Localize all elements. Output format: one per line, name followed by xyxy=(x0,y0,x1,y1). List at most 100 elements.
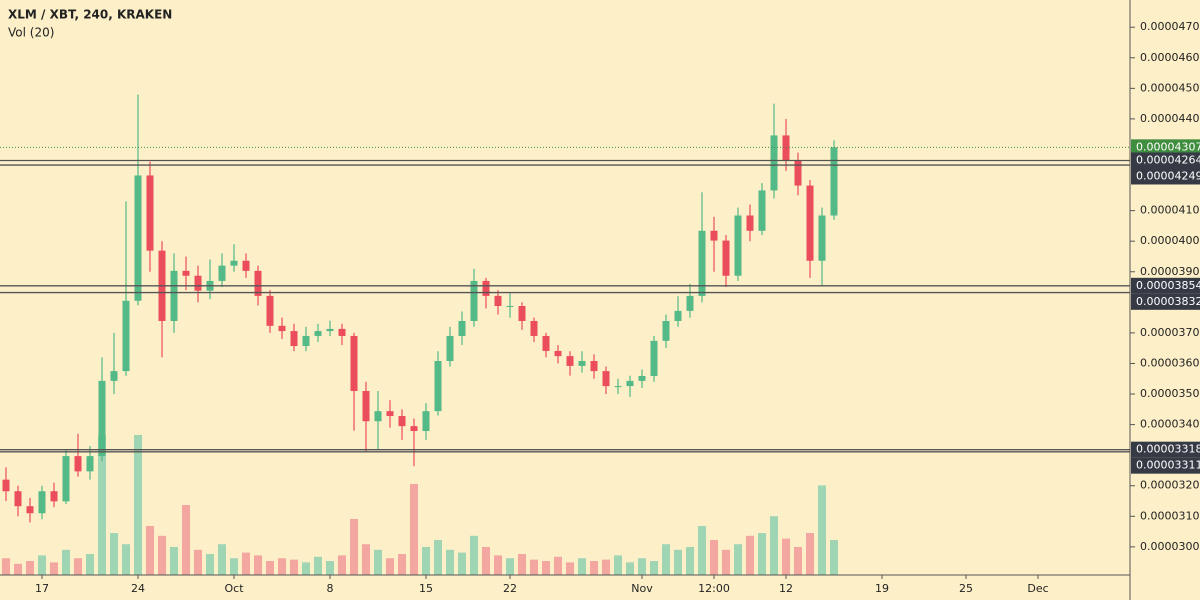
volume-bar xyxy=(254,555,262,575)
candle-body xyxy=(386,411,394,417)
x-tick-label: 24 xyxy=(131,582,145,595)
candle-body xyxy=(74,456,82,472)
volume-bar xyxy=(722,549,730,575)
y-tick-label: 0.00003200 xyxy=(1140,479,1200,492)
volume-bar xyxy=(638,558,646,575)
y-tick-label: 0.00004400 xyxy=(1140,112,1200,125)
volume-bar xyxy=(506,558,514,575)
candle-body xyxy=(398,416,406,427)
x-tick-label: 17 xyxy=(35,582,49,595)
volume-bar xyxy=(542,561,550,575)
volume-bar xyxy=(746,535,754,575)
level-box xyxy=(1131,457,1200,474)
y-tick-label: 0.00003000 xyxy=(1140,540,1200,553)
candle-body xyxy=(674,310,682,321)
volume-bar xyxy=(458,552,466,575)
volume-bar xyxy=(182,505,190,575)
volume-bar xyxy=(398,554,406,575)
candle-body xyxy=(518,305,526,321)
x-tick-label: 19 xyxy=(875,582,889,595)
volume-bar xyxy=(446,549,454,575)
candle-body xyxy=(722,240,730,276)
y-tick-label: 0.00003700 xyxy=(1140,326,1200,339)
volume-bar xyxy=(518,554,526,575)
volume-bar xyxy=(266,561,274,575)
volume-bar xyxy=(230,558,238,575)
volume-bar xyxy=(206,554,214,575)
candle-body xyxy=(734,215,742,276)
level-label: 0.00003318 xyxy=(1136,443,1200,456)
candle-body xyxy=(374,411,382,422)
volume-bar xyxy=(782,538,790,575)
candle-body xyxy=(194,275,202,291)
indicator-label: Vol (20) xyxy=(8,26,54,40)
level-box xyxy=(1131,168,1200,185)
volume-bar xyxy=(110,533,118,575)
x-tick-label: 12 xyxy=(779,582,793,595)
candle-body xyxy=(770,135,778,191)
volume-bar xyxy=(2,558,10,575)
candle-body xyxy=(326,328,334,332)
x-tick-label: 12:00 xyxy=(698,582,730,595)
candle-body xyxy=(758,190,766,231)
volume-bar xyxy=(338,555,346,575)
candle-body xyxy=(830,147,838,216)
candle-body xyxy=(290,331,298,347)
candle-body xyxy=(458,320,466,336)
candle-body xyxy=(218,265,226,281)
volume-bar xyxy=(614,555,622,575)
level-label: 0.00004249 xyxy=(1136,169,1200,182)
candle-body xyxy=(638,375,646,381)
x-tick-label: 22 xyxy=(503,582,517,595)
volume-bar xyxy=(830,540,838,575)
candle-body xyxy=(278,325,286,332)
volume-bar xyxy=(422,547,430,575)
volume-bar xyxy=(602,559,610,575)
candle-body xyxy=(122,300,130,372)
volume-bar xyxy=(794,547,802,575)
y-tick-label: 0.00003500 xyxy=(1140,387,1200,400)
candle-body xyxy=(446,335,454,362)
level-label: 0.00003854 xyxy=(1136,279,1200,292)
candle-body xyxy=(614,386,622,388)
volume-bar xyxy=(278,558,286,575)
candle-body xyxy=(626,380,634,387)
candle-body xyxy=(590,361,598,372)
volume-bar xyxy=(146,526,154,575)
volume-bar xyxy=(530,559,538,575)
candle-body xyxy=(662,320,670,341)
volume-bar xyxy=(86,554,94,575)
volume-bar xyxy=(410,484,418,575)
volume-bar xyxy=(818,485,826,575)
x-tick-label: 25 xyxy=(959,582,973,595)
volume-bar xyxy=(362,544,370,575)
volume-bar xyxy=(578,558,586,575)
level-label: 0.00004264 xyxy=(1136,153,1200,166)
volume-bar xyxy=(50,562,58,575)
volume-bar xyxy=(710,540,718,575)
level-label: 0.00003832 xyxy=(1136,295,1200,308)
candle-body xyxy=(86,456,94,472)
volume-bar xyxy=(374,549,382,575)
y-tick-label: 0.00003900 xyxy=(1140,265,1200,278)
candle-body xyxy=(182,270,190,276)
volume-bar xyxy=(38,555,46,575)
candle-body xyxy=(350,335,358,391)
volume-bar xyxy=(134,435,142,575)
volume-bar xyxy=(170,547,178,575)
y-tick-label: 0.00004000 xyxy=(1140,234,1200,247)
candle-body xyxy=(362,390,370,422)
candle-body xyxy=(494,295,502,306)
x-tick-label: 8 xyxy=(327,582,334,595)
candle-body xyxy=(470,280,478,321)
x-tick-label: Dec xyxy=(1027,582,1048,595)
volume-bar xyxy=(122,544,130,575)
candle-body xyxy=(530,320,538,336)
candle-body xyxy=(410,426,418,432)
candle-body xyxy=(566,356,574,366)
candle-body xyxy=(314,331,322,336)
volume-bar xyxy=(434,540,442,575)
level-label: 0.00003311 xyxy=(1136,459,1200,472)
x-tick-label: Nov xyxy=(631,582,653,595)
